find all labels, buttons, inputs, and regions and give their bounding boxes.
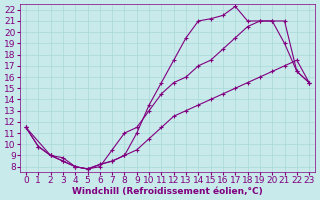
X-axis label: Windchill (Refroidissement éolien,°C): Windchill (Refroidissement éolien,°C) — [72, 187, 263, 196]
